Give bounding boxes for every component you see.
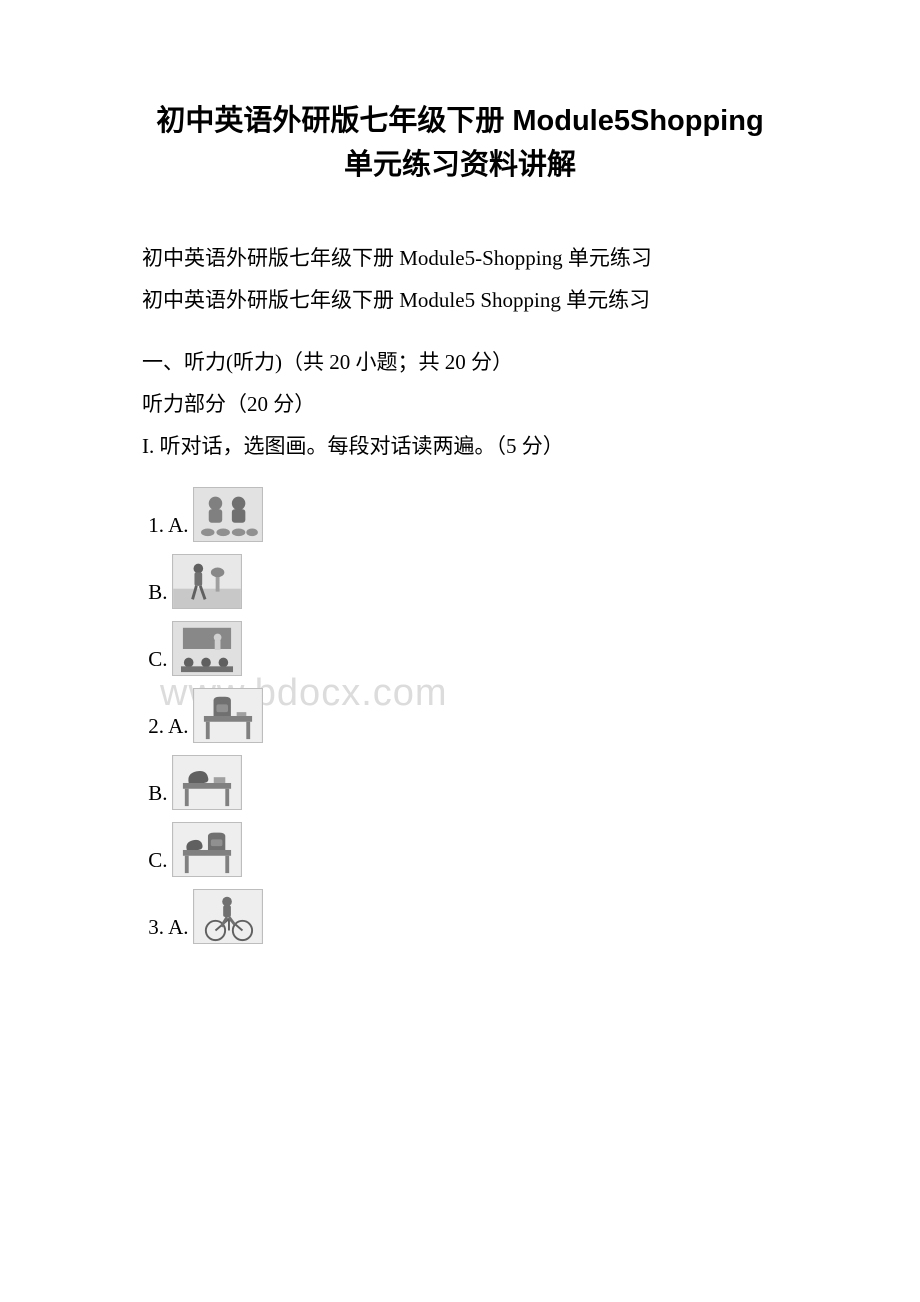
option-row: B. <box>100 554 820 609</box>
option-label: C. <box>148 647 167 676</box>
intro-line-2: 初中英语外研版七年级下册 Module5 Shopping 单元练习 <box>100 279 820 321</box>
option-row: 3. A. <box>100 889 820 944</box>
page-content: 初中英语外研版七年级下册 Module5Shopping 单元练习资料讲解 初中… <box>100 100 820 944</box>
option-label: B. <box>148 781 167 810</box>
option-image-desk-clothes <box>172 755 242 810</box>
option-image-classroom-teacher <box>172 621 242 676</box>
option-row: C. <box>100 822 820 877</box>
option-image-boy-walking <box>172 554 242 609</box>
instruction-line: I. 听对话，选图画。每段对话读两遍。（5 分） <box>100 425 820 467</box>
listening-part-label: 听力部分（20 分） <box>100 383 820 425</box>
option-label: C. <box>148 848 167 877</box>
option-label: B. <box>148 580 167 609</box>
page-title: 初中英语外研版七年级下册 Module5Shopping 单元练习资料讲解 <box>100 100 820 187</box>
spacer <box>100 467 820 487</box>
option-label: 3. A. <box>148 915 188 944</box>
option-image-desk-backpack-clothes <box>172 822 242 877</box>
option-row: B. <box>100 755 820 810</box>
option-row: 1. A. <box>100 487 820 542</box>
option-label: 2. A. <box>148 714 188 743</box>
title-line-1: 初中英语外研版七年级下册 Module5Shopping <box>156 105 763 137</box>
intro-line-1: 初中英语外研版七年级下册 Module5-Shopping 单元练习 <box>100 237 820 279</box>
spacer <box>100 321 820 341</box>
option-image-boy-bicycle <box>193 889 263 944</box>
option-row: C. <box>100 621 820 676</box>
option-row: 2. A. <box>100 688 820 743</box>
option-image-desk-backpack <box>193 688 263 743</box>
option-label: 1. A. <box>148 513 188 542</box>
option-image-two-people-food <box>193 487 263 542</box>
title-line-2: 单元练习资料讲解 <box>344 149 576 181</box>
section-heading: 一、听力(听力)（共 20 小题；共 20 分） <box>100 341 820 383</box>
